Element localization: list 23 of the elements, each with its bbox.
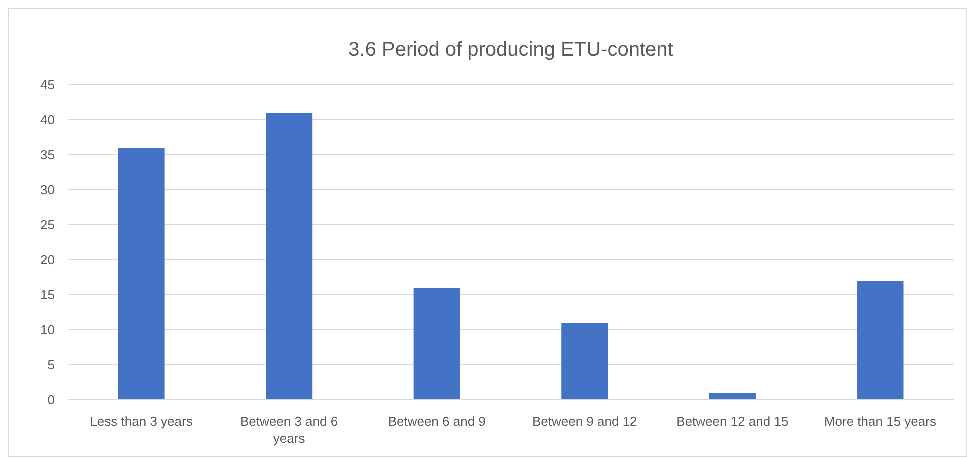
chart-title: 3.6 Period of producing ETU-content xyxy=(348,39,674,61)
x-tick-label: Between 6 and 9 xyxy=(388,414,486,429)
y-tick-label: 20 xyxy=(40,252,55,268)
bar xyxy=(857,281,904,400)
bar xyxy=(266,113,313,400)
y-tick-label: 30 xyxy=(40,182,55,198)
y-tick-label: 45 xyxy=(40,78,55,93)
y-tick-label: 40 xyxy=(40,112,55,128)
x-tick-label: Between 3 and 6 years xyxy=(240,414,338,446)
y-tick-label: 15 xyxy=(40,288,55,303)
y-tick-label: 10 xyxy=(40,322,55,338)
x-tick-label: Between 12 and 15 xyxy=(676,414,789,429)
x-tick-label: Less than 3 years xyxy=(90,414,194,429)
x-tick-label: More than 15 years xyxy=(824,414,937,429)
bar xyxy=(118,148,165,400)
bar xyxy=(709,393,756,400)
y-tick-label: 25 xyxy=(40,218,55,233)
y-tick-label: 35 xyxy=(40,148,55,163)
y-tick-label: 0 xyxy=(48,392,55,408)
bar xyxy=(562,323,608,400)
y-tick-label: 5 xyxy=(48,358,55,373)
x-tick-label: Between 9 and 12 xyxy=(532,414,638,429)
bar xyxy=(414,288,460,400)
